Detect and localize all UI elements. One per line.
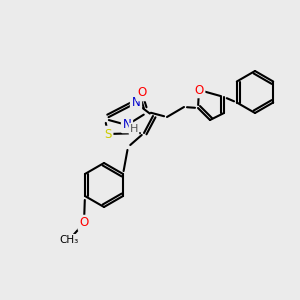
Text: N: N [132, 97, 140, 110]
Text: N: N [123, 118, 131, 131]
Text: O: O [80, 217, 88, 230]
Text: H: H [130, 124, 138, 134]
Text: O: O [137, 86, 147, 100]
Text: CH₃: CH₃ [59, 235, 79, 245]
Text: S: S [104, 128, 112, 140]
Text: O: O [194, 83, 204, 97]
